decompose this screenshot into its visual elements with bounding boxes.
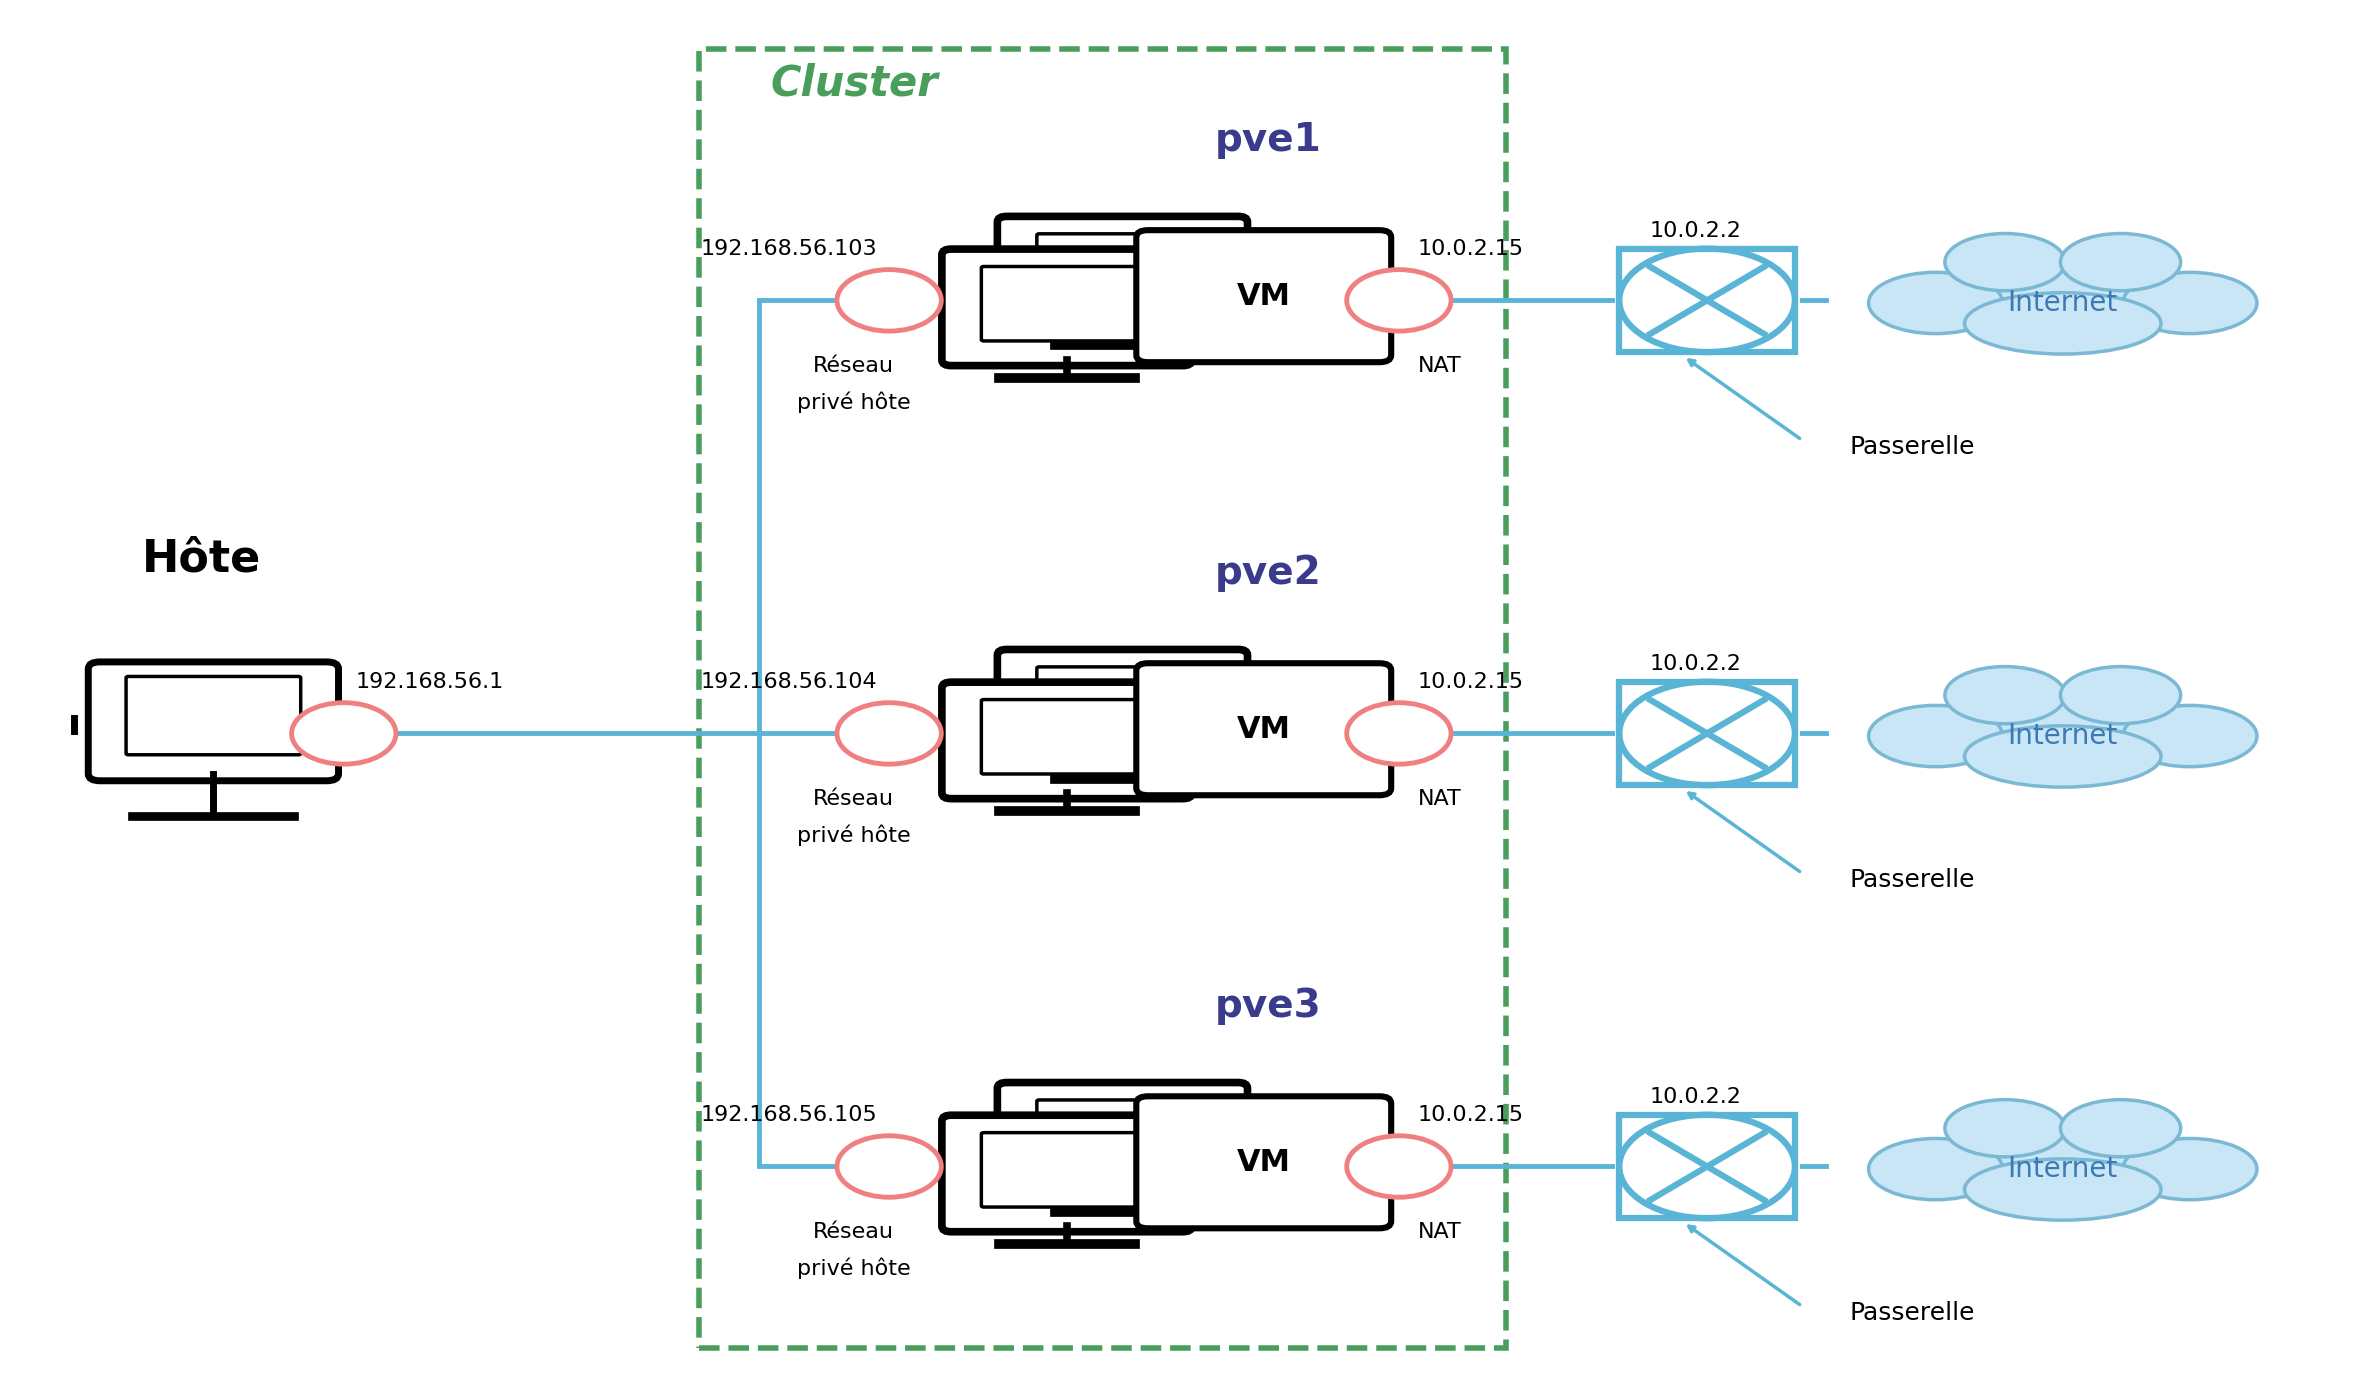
Text: 10.0.2.2: 10.0.2.2 bbox=[1650, 221, 1740, 240]
Text: Internet: Internet bbox=[2008, 722, 2117, 750]
FancyBboxPatch shape bbox=[982, 700, 1152, 774]
FancyBboxPatch shape bbox=[1036, 666, 1207, 742]
Text: NAT: NAT bbox=[1418, 789, 1461, 809]
Text: pve2: pve2 bbox=[1214, 553, 1323, 592]
Text: pve3: pve3 bbox=[1214, 986, 1323, 1025]
Text: NAT: NAT bbox=[1418, 1222, 1461, 1242]
FancyBboxPatch shape bbox=[941, 1115, 1193, 1232]
Ellipse shape bbox=[2122, 705, 2257, 767]
Text: Passerelle: Passerelle bbox=[1849, 434, 1975, 460]
FancyBboxPatch shape bbox=[1136, 664, 1392, 795]
FancyBboxPatch shape bbox=[1036, 233, 1207, 309]
FancyBboxPatch shape bbox=[998, 1083, 1247, 1199]
Circle shape bbox=[1619, 682, 1795, 785]
Ellipse shape bbox=[2122, 272, 2257, 334]
Ellipse shape bbox=[1966, 726, 2160, 787]
FancyBboxPatch shape bbox=[1136, 231, 1392, 362]
FancyBboxPatch shape bbox=[998, 650, 1247, 766]
Circle shape bbox=[837, 270, 941, 331]
Ellipse shape bbox=[1966, 1160, 2160, 1220]
Ellipse shape bbox=[1966, 293, 2160, 353]
Circle shape bbox=[837, 703, 941, 764]
Ellipse shape bbox=[2060, 1099, 2181, 1157]
Ellipse shape bbox=[1944, 666, 2065, 724]
Text: 10.0.2.2: 10.0.2.2 bbox=[1650, 654, 1740, 673]
Text: privé hôte: privé hôte bbox=[797, 824, 910, 847]
Text: Passerelle: Passerelle bbox=[1849, 1301, 1975, 1326]
Text: Passerelle: Passerelle bbox=[1849, 868, 1975, 893]
FancyBboxPatch shape bbox=[1036, 1099, 1207, 1175]
Ellipse shape bbox=[2060, 233, 2181, 291]
Text: VM: VM bbox=[1238, 1148, 1290, 1176]
Ellipse shape bbox=[2060, 666, 2181, 724]
Text: 192.168.56.105: 192.168.56.105 bbox=[699, 1105, 877, 1125]
Ellipse shape bbox=[1868, 272, 2003, 334]
Text: 10.0.2.15: 10.0.2.15 bbox=[1418, 239, 1525, 258]
Ellipse shape bbox=[1944, 1099, 2065, 1157]
Text: Réseau: Réseau bbox=[813, 356, 894, 376]
Text: 10.0.2.2: 10.0.2.2 bbox=[1650, 1087, 1740, 1106]
Ellipse shape bbox=[2122, 1139, 2257, 1200]
Text: privé hôte: privé hôte bbox=[797, 1257, 910, 1280]
Text: 10.0.2.15: 10.0.2.15 bbox=[1418, 672, 1525, 692]
Circle shape bbox=[1347, 270, 1451, 331]
Circle shape bbox=[1347, 1136, 1451, 1197]
Circle shape bbox=[292, 703, 396, 764]
Text: VM: VM bbox=[1238, 282, 1290, 310]
Ellipse shape bbox=[1868, 1139, 2003, 1200]
Text: Internet: Internet bbox=[2008, 289, 2117, 317]
Text: Cluster: Cluster bbox=[771, 63, 939, 105]
Text: NAT: NAT bbox=[1418, 356, 1461, 376]
Text: Internet: Internet bbox=[2008, 1155, 2117, 1183]
Text: VM: VM bbox=[1238, 715, 1290, 743]
Circle shape bbox=[1619, 249, 1795, 352]
Text: pve1: pve1 bbox=[1214, 120, 1323, 159]
Text: Réseau: Réseau bbox=[813, 789, 894, 809]
Text: 10.0.2.15: 10.0.2.15 bbox=[1418, 1105, 1525, 1125]
FancyBboxPatch shape bbox=[88, 662, 339, 781]
FancyBboxPatch shape bbox=[998, 217, 1247, 332]
Text: Hôte: Hôte bbox=[142, 538, 261, 580]
Ellipse shape bbox=[1954, 687, 2172, 771]
Ellipse shape bbox=[1954, 1120, 2172, 1204]
FancyBboxPatch shape bbox=[941, 682, 1193, 799]
FancyBboxPatch shape bbox=[982, 1133, 1152, 1207]
Text: privé hôte: privé hôte bbox=[797, 391, 910, 414]
Circle shape bbox=[837, 1136, 941, 1197]
FancyBboxPatch shape bbox=[126, 676, 301, 754]
Ellipse shape bbox=[1954, 254, 2172, 338]
Ellipse shape bbox=[1868, 705, 2003, 767]
Ellipse shape bbox=[1944, 233, 2065, 291]
Text: 192.168.56.103: 192.168.56.103 bbox=[702, 239, 877, 258]
Text: 192.168.56.104: 192.168.56.104 bbox=[702, 672, 877, 692]
FancyBboxPatch shape bbox=[941, 249, 1193, 366]
Text: 192.168.56.1: 192.168.56.1 bbox=[356, 672, 505, 692]
Text: Réseau: Réseau bbox=[813, 1222, 894, 1242]
FancyBboxPatch shape bbox=[1136, 1097, 1392, 1228]
Circle shape bbox=[1619, 1115, 1795, 1218]
FancyBboxPatch shape bbox=[982, 267, 1152, 341]
Circle shape bbox=[1347, 703, 1451, 764]
